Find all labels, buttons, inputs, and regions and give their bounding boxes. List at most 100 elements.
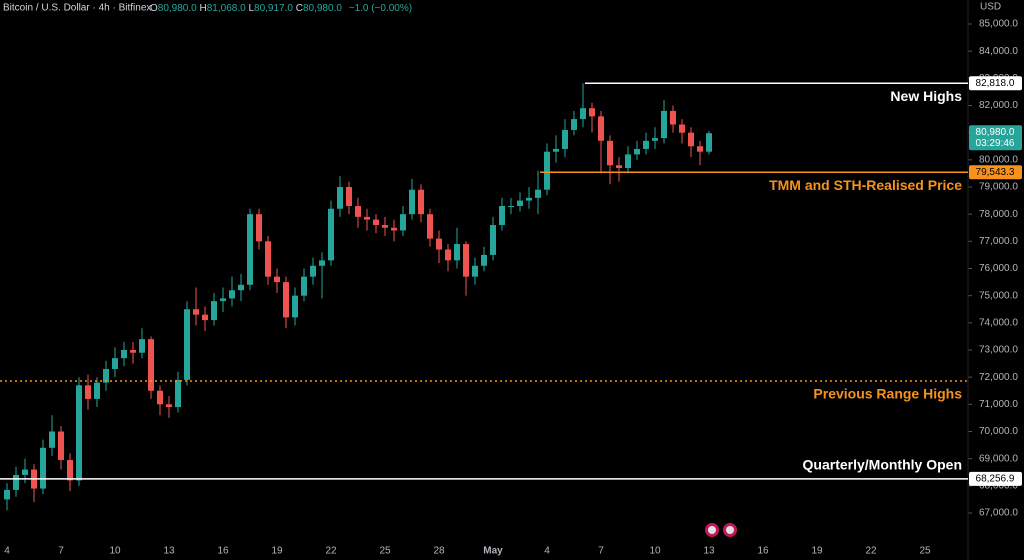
candle-body — [319, 260, 325, 266]
candle-body — [706, 133, 712, 152]
candle-body — [94, 382, 100, 399]
candle-body — [175, 379, 181, 408]
x-tick-label: 16 — [217, 546, 229, 557]
high-key: H — [200, 3, 207, 14]
x-tick-label: 25 — [919, 546, 931, 557]
candle-body — [364, 216, 370, 220]
y-tick-label: 78,000.0 — [979, 209, 1018, 220]
candle-body — [202, 314, 208, 321]
y-tick-label: 79,000.0 — [979, 182, 1018, 193]
open: 80,980.0 — [158, 3, 197, 14]
candle-body — [454, 244, 460, 261]
close-key: C — [296, 3, 303, 14]
candle-body — [148, 339, 154, 391]
candle-body — [526, 197, 532, 201]
candle-body — [76, 385, 82, 481]
candle-body — [598, 116, 604, 141]
level-badge — [969, 471, 1022, 486]
candle-body — [544, 151, 550, 190]
candle-body — [103, 369, 109, 383]
close: 80,980.0 — [303, 3, 342, 14]
candle-body — [481, 254, 487, 266]
x-tick-label: 7 — [58, 546, 64, 557]
level-text: Previous Range Highs — [813, 386, 962, 402]
x-tick-label: 19 — [271, 546, 283, 557]
currency: USD — [980, 2, 1001, 13]
candle-body — [400, 214, 406, 231]
candle-body — [616, 165, 622, 168]
y-tick-label: 77,000.0 — [979, 236, 1018, 247]
x-tick-label: 28 — [433, 546, 445, 557]
candle-body — [436, 238, 442, 250]
candle-body — [274, 276, 280, 283]
candle-body — [463, 244, 469, 277]
level-badge-text: 82,818.0 — [976, 78, 1015, 89]
open-key: O — [150, 3, 158, 14]
candle-body — [490, 225, 496, 255]
ohlc: O80,980.0 H81,068.0 L80,917.0 C80,980.0 … — [150, 3, 412, 14]
candle-body — [139, 339, 145, 353]
x-tick-label: May — [483, 546, 503, 557]
candle-body — [589, 108, 595, 117]
low: 80,917.0 — [254, 3, 293, 14]
y-tick-label: 70,000.0 — [979, 426, 1018, 437]
candle-body — [157, 390, 163, 405]
candle-body — [283, 282, 289, 318]
x-tick-label: 13 — [703, 546, 715, 557]
y-tick-label: 80,000.0 — [979, 154, 1018, 165]
event-icon — [708, 526, 716, 534]
candle-body — [607, 140, 613, 166]
high: 81,068.0 — [207, 3, 246, 14]
candle-body — [652, 138, 658, 141]
candle-body — [238, 284, 244, 291]
x-tick-label: 19 — [811, 546, 823, 557]
candle-body — [184, 309, 190, 380]
candle-body — [382, 225, 388, 228]
y-tick-label: 85,000.0 — [979, 19, 1018, 30]
candle-body — [418, 189, 424, 215]
y-tick-label: 72,000.0 — [979, 372, 1018, 383]
candle-body — [670, 110, 676, 125]
candle-body — [310, 265, 316, 277]
x-tick-label: 7 — [598, 546, 604, 557]
level-badge — [969, 76, 1022, 91]
y-tick-label: 67,000.0 — [979, 508, 1018, 519]
candle-body — [697, 146, 703, 152]
candle-body — [229, 290, 235, 299]
candle-body — [499, 206, 505, 226]
candle-body — [256, 214, 262, 242]
candle-body — [292, 295, 298, 318]
candle-body — [85, 385, 91, 399]
candle-body — [22, 469, 28, 475]
candle-body — [355, 206, 361, 217]
x-tick-label: 4 — [4, 546, 10, 557]
x-tick-label: 16 — [757, 546, 769, 557]
candle-body — [337, 187, 343, 209]
candle-body — [625, 154, 631, 168]
x-tick-label: 10 — [109, 546, 121, 557]
candle-body — [121, 350, 127, 359]
candle-body — [301, 276, 307, 296]
y-tick-label: 74,000.0 — [979, 317, 1018, 328]
candle-body — [472, 265, 478, 277]
candle-body — [49, 431, 55, 448]
y-tick-label: 73,000.0 — [979, 345, 1018, 356]
y-tick-label: 82,000.0 — [979, 100, 1018, 111]
candle-body — [130, 350, 136, 353]
candle-body — [562, 129, 568, 149]
level-text: New Highs — [890, 88, 962, 104]
candle-body — [265, 241, 271, 277]
candle-body — [643, 140, 649, 149]
change: −1.0 (−0.00%) — [349, 3, 412, 14]
x-tick-label: 4 — [544, 546, 550, 557]
candle-body — [634, 148, 640, 155]
countdown-text: 03:29:46 — [976, 138, 1015, 149]
candle-body — [58, 431, 64, 461]
candle-body — [4, 489, 10, 500]
candle-body — [508, 206, 514, 208]
candle-body — [211, 301, 217, 321]
candle-body — [580, 108, 586, 120]
level-badge — [969, 165, 1022, 180]
x-tick-label: 25 — [379, 546, 391, 557]
candle-body — [247, 214, 253, 285]
